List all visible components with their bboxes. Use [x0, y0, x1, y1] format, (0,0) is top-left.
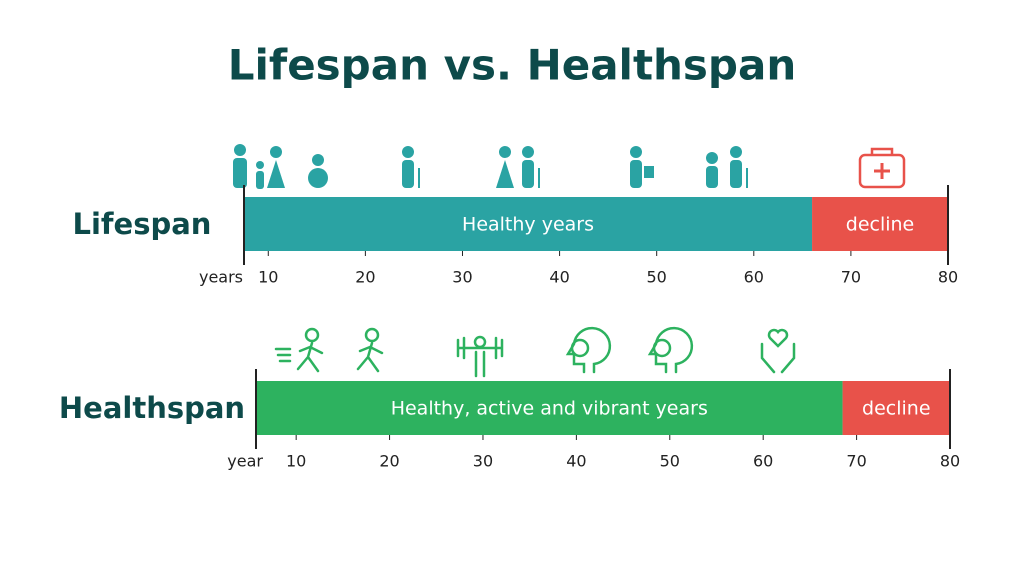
medical-kit-icon	[858, 147, 906, 189]
segment-label: Healthy years	[462, 214, 594, 236]
x-tick-label: 10	[286, 452, 306, 471]
lifespan-icons	[233, 144, 748, 189]
x-tick-label: 80	[938, 268, 958, 287]
x-tick-label: 70	[846, 452, 866, 471]
x-tick-label: 50	[660, 452, 680, 471]
row-label: Healthspan	[59, 391, 245, 425]
x-tick-label: 20	[355, 268, 375, 287]
axis-label: year	[227, 452, 263, 471]
segment-label: decline	[846, 214, 915, 236]
x-tick-label: 50	[647, 268, 667, 287]
span-segment	[244, 197, 813, 251]
x-tick-label: 40	[566, 452, 586, 471]
row-label: Lifespan	[73, 207, 212, 241]
x-tick-label: 20	[379, 452, 399, 471]
title: Lifespan vs. Healthspan	[228, 41, 796, 90]
x-tick-label: 70	[841, 268, 861, 287]
span-segment	[812, 197, 948, 251]
healthspan-icons	[274, 326, 796, 378]
span-segment	[256, 381, 843, 435]
axis-label: years	[199, 268, 243, 287]
x-tick-label: 60	[753, 452, 773, 471]
x-tick-label: 80	[940, 452, 960, 471]
x-tick-label: 30	[473, 452, 493, 471]
x-tick-label: 10	[258, 268, 278, 287]
span-segment	[842, 381, 950, 435]
x-tick-label: 30	[452, 268, 472, 287]
x-tick-label: 40	[549, 268, 569, 287]
segment-label: Healthy, active and vibrant years	[391, 398, 708, 420]
segment-label: decline	[862, 398, 931, 420]
x-tick-label: 60	[744, 268, 764, 287]
